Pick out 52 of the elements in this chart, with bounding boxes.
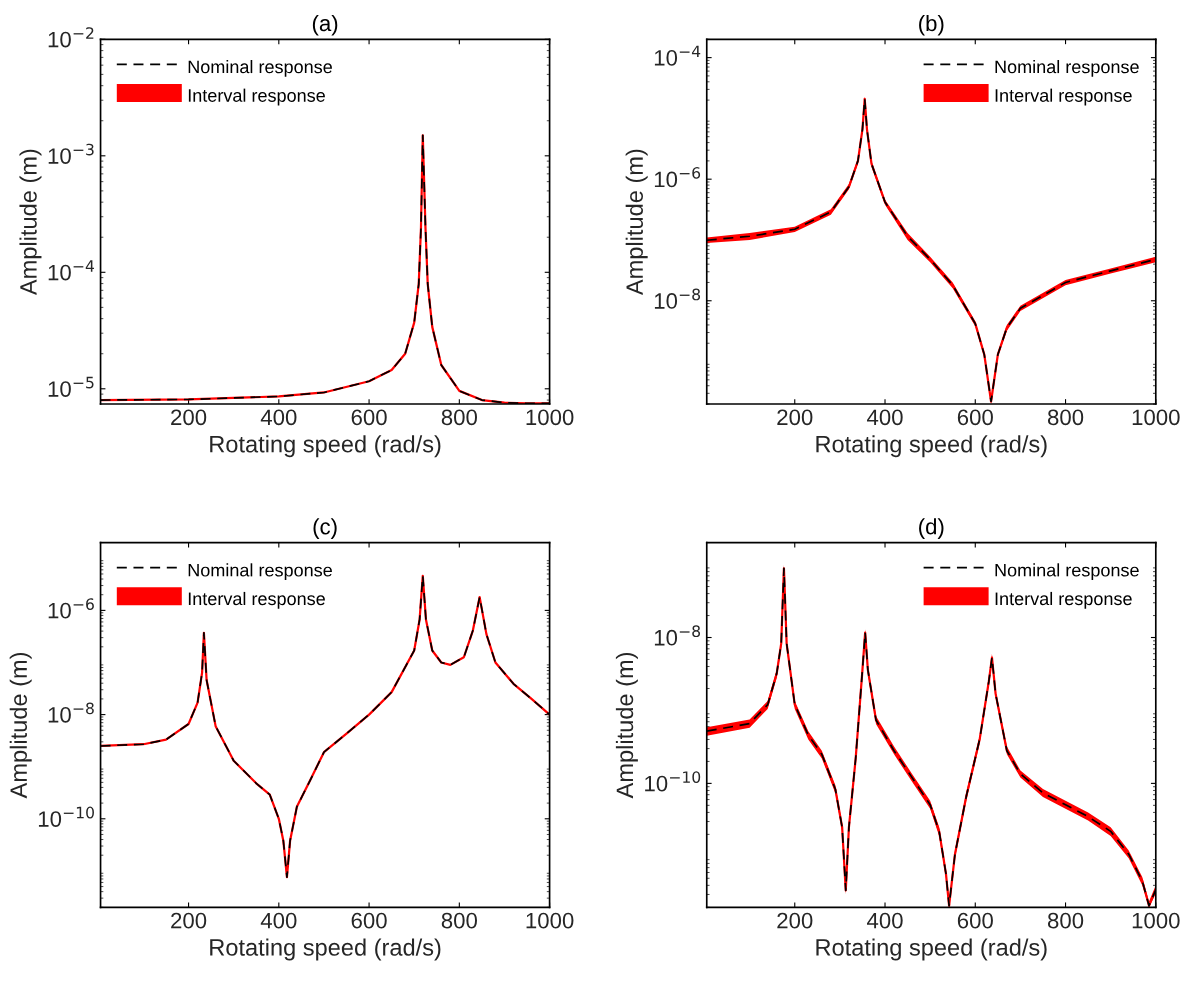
y-tick-label: 10$^{−8}$ [654, 625, 701, 646]
x-tick-label: 400 [866, 912, 903, 929]
y-tick-label: 10$^{−6}$ [48, 598, 94, 619]
legend-label: Nominal response [995, 563, 1139, 581]
y-tick-label: 10$^{−3}$ [48, 143, 94, 164]
x-tick-label: 400 [260, 912, 297, 929]
x-tick-label: 200 [171, 912, 207, 929]
x-axis-title: Rotating speed (rad/s) [210, 938, 441, 961]
y-tick-label: 10$^{−6}$ [654, 167, 701, 188]
y-tick-label: 10$^{−10}$ [38, 806, 94, 827]
x-axis-title: Rotating speed (rad/s) [816, 435, 1047, 458]
x-tick-label: 200 [777, 409, 813, 426]
x-tick-label: 600 [351, 912, 387, 929]
x-axis-title: Rotating speed (rad/s) [816, 938, 1047, 961]
x-tick-label: 400 [260, 409, 297, 426]
y-tick-label: 10$^{−10}$ [645, 771, 701, 792]
x-tick-label: 600 [957, 409, 993, 426]
y-axis-title: Amplitude (m) [19, 149, 42, 296]
chart-title: (a) [312, 14, 338, 36]
chart-title: (d) [919, 518, 944, 539]
y-tick-label: 10$^{−2}$ [48, 27, 94, 48]
x-tick-label: 600 [351, 409, 387, 426]
x-tick-label: 1000 [1132, 409, 1180, 426]
legend-label: Nominal response [995, 60, 1139, 77]
chart-title: (c) [313, 518, 337, 539]
x-tick-label: 1000 [1132, 912, 1180, 929]
y-tick-label: 10$^{−4}$ [654, 45, 701, 66]
chart-title: (b) [919, 14, 944, 36]
x-tick-label: 600 [957, 912, 993, 929]
x-tick-label: 800 [1047, 409, 1084, 426]
x-tick-label: 200 [777, 912, 813, 929]
legend-label: Nominal response [188, 60, 332, 77]
x-tick-label: 1000 [526, 409, 574, 426]
y-tick-label: 10$^{−5}$ [48, 376, 94, 397]
y-tick-label: 10$^{−8}$ [48, 702, 94, 723]
y-axis-title: Amplitude (m) [625, 149, 648, 296]
y-tick-label: 10$^{−4}$ [48, 260, 95, 281]
legend-label: Interval response [995, 591, 1132, 609]
legend-label: Interval response [188, 88, 325, 106]
x-axis-title: Rotating speed (rad/s) [210, 435, 441, 458]
legend-label: Nominal response [188, 563, 332, 581]
legend-label: Interval response [188, 591, 325, 609]
y-axis-title: Amplitude (m) [9, 652, 32, 799]
x-tick-label: 800 [441, 409, 477, 426]
x-tick-label: 800 [441, 912, 477, 929]
y-tick-label: 10$^{−8}$ [654, 288, 701, 309]
x-tick-label: 200 [171, 409, 207, 426]
x-tick-label: 800 [1047, 912, 1084, 929]
x-tick-label: 1000 [526, 912, 574, 929]
x-tick-label: 400 [866, 409, 903, 426]
y-axis-title: Amplitude (m) [615, 652, 638, 799]
legend-label: Interval response [995, 88, 1132, 106]
